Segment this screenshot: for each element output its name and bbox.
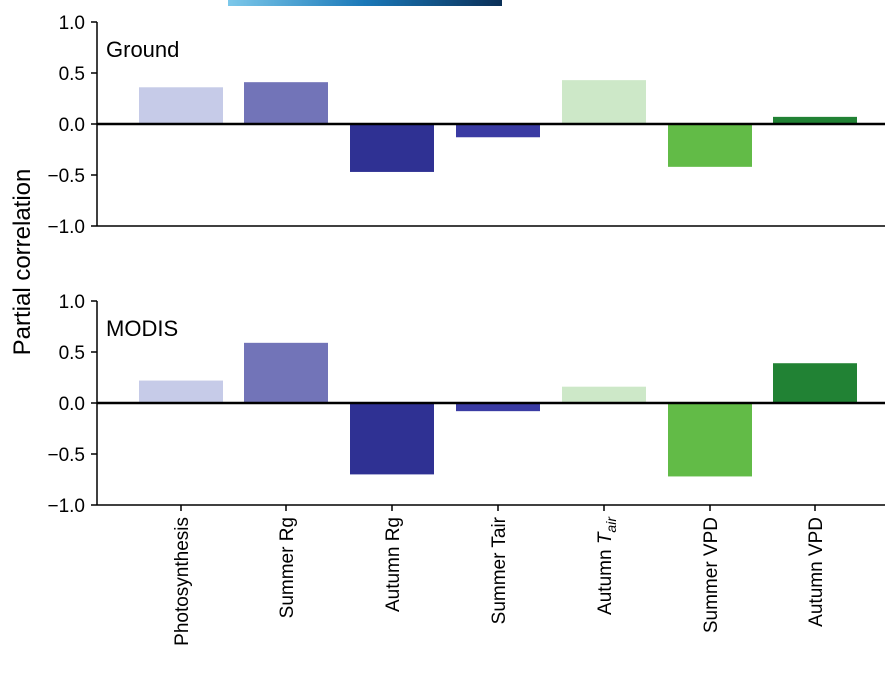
- y-tick-label: 1.0: [59, 13, 85, 34]
- x-tick-label: Summer Rg: [277, 517, 298, 618]
- y-tick-label: 0.0: [59, 115, 85, 136]
- bar-ground-7: [773, 116, 857, 124]
- bar-ground-1: [139, 87, 223, 124]
- panel-title: MODIS: [106, 316, 178, 341]
- bar-modis-5: [562, 386, 646, 403]
- x-axis-ticks: Photosynthesis Summer Rg Autumn Rg Summer T…: [172, 505, 827, 646]
- x-tick-label: Autumn VPD: [806, 517, 827, 627]
- bar-modis-3: [350, 403, 434, 475]
- colorbar-strip: [228, 0, 502, 6]
- y-tick-label: 1.0: [59, 292, 85, 313]
- x-tick-label: Autumn Rg: [383, 517, 404, 612]
- y-tick-label: 0.5: [59, 64, 85, 85]
- x-tick-label: Summer VPD: [701, 517, 722, 633]
- bar-modis-1: [139, 380, 223, 403]
- y-tick-label: −1.0: [47, 496, 85, 517]
- y-tick-label: 0.0: [59, 394, 85, 415]
- ground-panel: 1.0 0.5 0.0 −0.5 −1.0 Ground: [47, 13, 885, 238]
- bar-modis-6: [668, 403, 752, 477]
- x-tick-label: Autumn Tair: [595, 516, 619, 615]
- y-tick-label: −1.0: [47, 217, 85, 238]
- bar-ground-2: [244, 82, 328, 124]
- bar-ground-3: [350, 124, 434, 172]
- y-tick-label: 0.5: [59, 343, 85, 364]
- modis-panel: 1.0 0.5 0.0 −0.5 −1.0 MODIS: [47, 292, 885, 517]
- y-axis-label: Partial correlation: [9, 169, 36, 356]
- bar-modis-7: [773, 363, 857, 403]
- bar-ground-4: [456, 124, 540, 138]
- x-tick-label: Summer Tair: [489, 516, 510, 624]
- bar-ground-5: [562, 80, 646, 124]
- bar-modis-2: [244, 342, 328, 403]
- panel-title: Ground: [106, 37, 179, 62]
- y-tick-label: −0.5: [47, 166, 85, 187]
- bar-ground-6: [668, 124, 752, 167]
- y-tick-label: −0.5: [47, 445, 85, 466]
- bar-modis-4: [456, 403, 540, 412]
- x-tick-label: Photosynthesis: [172, 517, 193, 646]
